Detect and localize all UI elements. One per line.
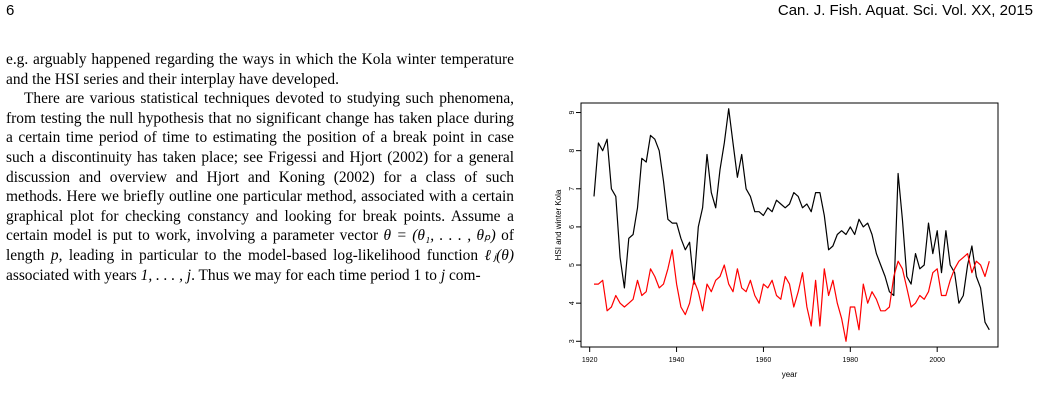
years-range: 1, . . . , j <box>140 266 192 284</box>
body-text-column: e.g. arguably happened regarding the way… <box>6 50 514 285</box>
paragraph-2-text-f: com- <box>445 266 481 284</box>
y-tick-label: 8 <box>569 149 576 153</box>
x-tick-label: 1920 <box>582 357 598 364</box>
x-axis-label: year <box>782 370 798 379</box>
x-tick-label: 1980 <box>843 357 859 364</box>
paragraph-2-text-d: associated with years <box>6 266 141 284</box>
theta-vector: θ = (θ₁, . . . , θₚ) <box>383 227 496 245</box>
page-number: 6 <box>6 2 15 19</box>
journal-header: Can. J. Fish. Aquat. Sci. Vol. XX, 2015 <box>777 2 1033 19</box>
math-j: j <box>440 266 446 284</box>
x-tick-label: 1960 <box>756 357 772 364</box>
series-line-1 <box>593 108 990 331</box>
log-likelihood: ℓⱼ(θ) <box>484 246 514 264</box>
paragraph-2: There are various statistical techniques… <box>6 89 514 285</box>
hsi-kola-figure: 1920 1940 1960 1980 2000 3 4 5 6 7 8 9 year HSI and w… <box>555 95 1015 385</box>
paragraph-2-text-a: There are various statistical techniques… <box>6 90 514 245</box>
math-p: p <box>50 246 59 264</box>
y-tick-label: 9 <box>569 110 576 114</box>
paragraph-2-text-b: of length <box>6 227 514 264</box>
y-tick-label: 6 <box>569 225 576 229</box>
y-tick-label: 3 <box>569 339 576 343</box>
y-tick-label: 4 <box>569 301 576 305</box>
paragraph-1: e.g. arguably happened regarding the way… <box>6 51 514 88</box>
line-chart: 1920 1940 1960 1980 2000 3 4 5 6 7 8 9 year HSI and w… <box>555 102 999 379</box>
series-line-2 <box>594 249 990 342</box>
y-tick-label: 5 <box>569 263 576 267</box>
paragraph-2-text-c: , leading in particular to the model-bas… <box>58 246 485 264</box>
paragraph-2-text-e: . Thus we may for each time period 1 to <box>191 266 441 284</box>
y-tick-label: 7 <box>569 187 576 191</box>
plot-frame <box>580 102 999 348</box>
y-axis-label: HSI and winter Kola <box>555 189 563 260</box>
x-tick-label: 1940 <box>669 357 685 364</box>
x-tick-label: 2000 <box>929 357 945 364</box>
